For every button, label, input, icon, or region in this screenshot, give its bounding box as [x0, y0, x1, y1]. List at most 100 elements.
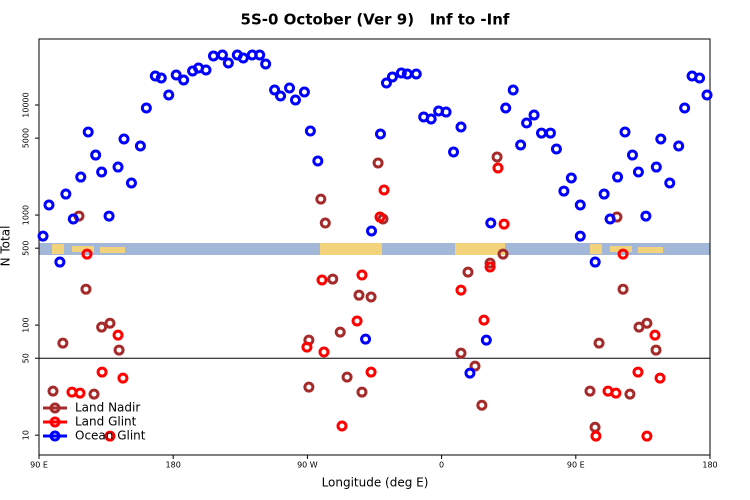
- point: [374, 128, 386, 140]
- point: [612, 171, 624, 183]
- point: [598, 188, 610, 200]
- point: [327, 273, 339, 285]
- point: [497, 248, 509, 260]
- y-tick-label: 50: [22, 353, 31, 363]
- point: [462, 266, 474, 278]
- point: [54, 256, 66, 268]
- point: [104, 317, 116, 329]
- point: [353, 289, 365, 301]
- point: [365, 291, 377, 303]
- x-axis-label: Longitude (deg E): [322, 476, 429, 490]
- point: [222, 57, 234, 69]
- point: [260, 58, 272, 70]
- point: [484, 261, 496, 273]
- point: [528, 109, 540, 121]
- point: [574, 230, 586, 242]
- point: [341, 371, 353, 383]
- point: [103, 210, 115, 222]
- point: [655, 133, 667, 145]
- point: [303, 381, 315, 393]
- point: [626, 149, 638, 161]
- point: [200, 64, 212, 76]
- point: [88, 388, 100, 400]
- y-tick-label: 10000: [22, 92, 31, 117]
- point: [617, 248, 629, 260]
- x-tick-label: 0: [439, 461, 444, 470]
- y-tick-label: 100: [22, 317, 31, 332]
- point: [440, 106, 452, 118]
- point: [155, 72, 167, 84]
- map-land: [100, 247, 125, 253]
- point: [395, 67, 407, 79]
- point: [654, 372, 666, 384]
- point: [60, 188, 72, 200]
- point: [67, 213, 79, 225]
- point: [43, 199, 55, 211]
- point: [521, 117, 533, 129]
- point: [632, 366, 644, 378]
- point: [365, 366, 377, 378]
- point: [37, 230, 49, 242]
- point: [374, 211, 386, 223]
- chart-title: 5S-0 October (Ver 9) Inf to -Inf: [241, 11, 510, 29]
- point: [574, 199, 586, 211]
- point: [356, 386, 368, 398]
- point: [550, 143, 562, 155]
- point: [624, 388, 636, 400]
- point: [500, 102, 512, 114]
- point: [515, 139, 527, 151]
- point: [336, 420, 348, 432]
- point: [269, 84, 281, 96]
- point: [701, 89, 713, 101]
- point: [491, 151, 503, 163]
- map-land: [320, 243, 382, 255]
- point: [318, 346, 330, 358]
- point: [163, 89, 175, 101]
- point: [75, 171, 87, 183]
- point: [360, 333, 372, 345]
- point: [507, 84, 519, 96]
- point: [410, 68, 422, 80]
- map-land: [72, 246, 94, 252]
- point: [641, 317, 653, 329]
- map-land: [52, 244, 64, 254]
- point: [649, 329, 661, 341]
- point: [315, 193, 327, 205]
- point: [679, 102, 691, 114]
- point: [664, 177, 676, 189]
- y-tick-label: 1000: [22, 205, 31, 225]
- x-tick-label: 90 W: [297, 461, 318, 470]
- point: [455, 347, 467, 359]
- point: [480, 334, 492, 346]
- series: [37, 49, 713, 379]
- point: [640, 210, 652, 222]
- legend-marker: [49, 430, 61, 442]
- point: [319, 217, 331, 229]
- y-tick-label: 500: [22, 241, 31, 256]
- point: [284, 82, 296, 94]
- point: [81, 248, 93, 260]
- point: [304, 125, 316, 137]
- point: [112, 161, 124, 173]
- point: [178, 74, 190, 86]
- point: [673, 140, 685, 152]
- point: [351, 315, 363, 327]
- point: [90, 149, 102, 161]
- point: [590, 430, 602, 442]
- point: [112, 329, 124, 341]
- point: [118, 133, 130, 145]
- point: [289, 94, 301, 106]
- point: [96, 321, 108, 333]
- point: [125, 177, 137, 189]
- x-tick-label: 90 E: [567, 461, 585, 470]
- point: [298, 86, 310, 98]
- point: [104, 430, 116, 442]
- point: [134, 140, 146, 152]
- point: [455, 284, 467, 296]
- point: [96, 366, 108, 378]
- legend-label: Ocean Glint: [75, 429, 146, 443]
- y-tick-label: 5000: [22, 128, 31, 148]
- point: [619, 126, 631, 138]
- point: [312, 155, 324, 167]
